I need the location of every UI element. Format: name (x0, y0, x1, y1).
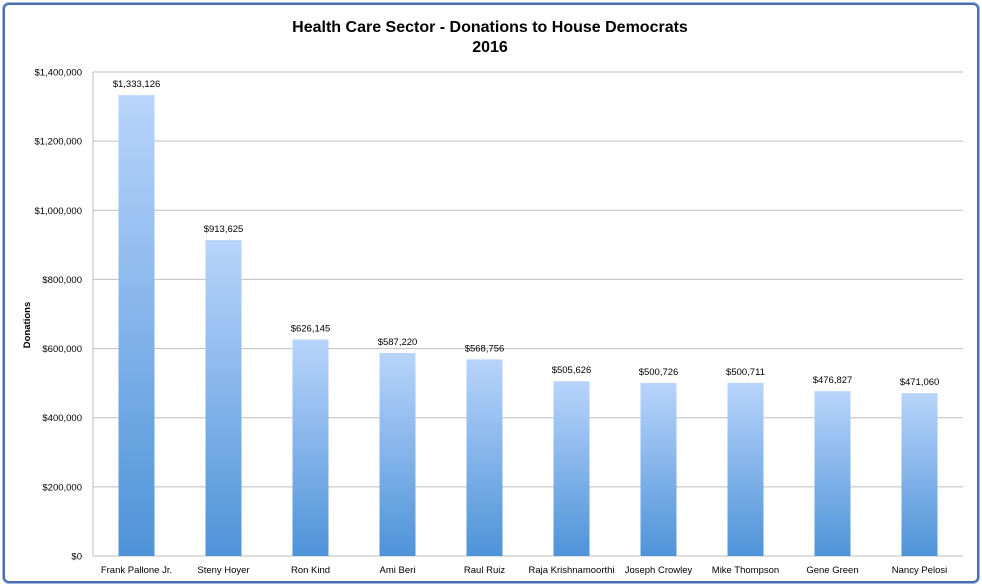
chart-subtitle: 2016 (472, 39, 508, 56)
x-tick-label: Raul Ruiz (464, 565, 505, 576)
bar (118, 95, 155, 557)
bar (553, 381, 590, 556)
y-tick-label: $1,400,000 (34, 68, 82, 79)
x-tick-label: Ron Kind (291, 565, 330, 576)
y-tick-label: $200,000 (42, 482, 82, 493)
bar (292, 339, 329, 556)
bar (727, 382, 764, 556)
bar-value-label: $500,711 (726, 367, 765, 378)
x-tick-label: Raja Krishnamoorthi (528, 565, 614, 576)
y-tick-label: $1,200,000 (34, 137, 82, 148)
bar-value-label: $505,626 (552, 365, 592, 376)
bar (466, 359, 503, 556)
y-axis-ticks: $0 $200,000 $400,000 $600,000 $800,000 $1,000… (34, 68, 82, 563)
bar-value-label: $587,220 (378, 337, 418, 348)
bar-value-label: $1,333,126 (113, 79, 161, 90)
x-tick-label: Mike Thompson (712, 565, 779, 576)
y-axis-label: Donations (22, 302, 33, 348)
bar-value-label: $500,726 (639, 367, 679, 378)
bar (379, 352, 416, 556)
y-tick-label: $800,000 (42, 275, 82, 286)
bar-value-label: $471,060 (900, 377, 940, 388)
bars: $1,333,126 $913,625 $626,145 $587,220 $568,7… (113, 79, 940, 557)
bar-value-label: $476,827 (813, 375, 853, 386)
x-tick-label: Ami Beri (380, 565, 416, 576)
x-tick-label: Joseph Crowley (625, 565, 693, 576)
y-tick-label: $400,000 (42, 413, 82, 424)
y-tick-label: $0 (71, 552, 82, 563)
bar-value-label: $913,625 (204, 224, 244, 235)
x-tick-label: Gene Green (806, 565, 858, 576)
bar-value-label: $626,145 (291, 324, 331, 335)
x-tick-label: Frank Pallone Jr. (101, 565, 172, 576)
x-tick-label: Nancy Pelosi (892, 565, 947, 576)
y-tick-label: $1,000,000 (34, 206, 82, 217)
x-axis-ticks: Frank Pallone Jr. Steny Hoyer Ron Kind Ami … (101, 565, 947, 576)
bar (205, 240, 242, 556)
bar-value-label: $568,756 (465, 343, 505, 354)
bar (814, 391, 851, 556)
bar (901, 393, 938, 556)
y-tick-label: $600,000 (42, 344, 82, 355)
bar (640, 382, 677, 556)
chart-title: Health Care Sector - Donations to House … (292, 19, 688, 36)
x-tick-label: Steny Hoyer (197, 565, 249, 576)
